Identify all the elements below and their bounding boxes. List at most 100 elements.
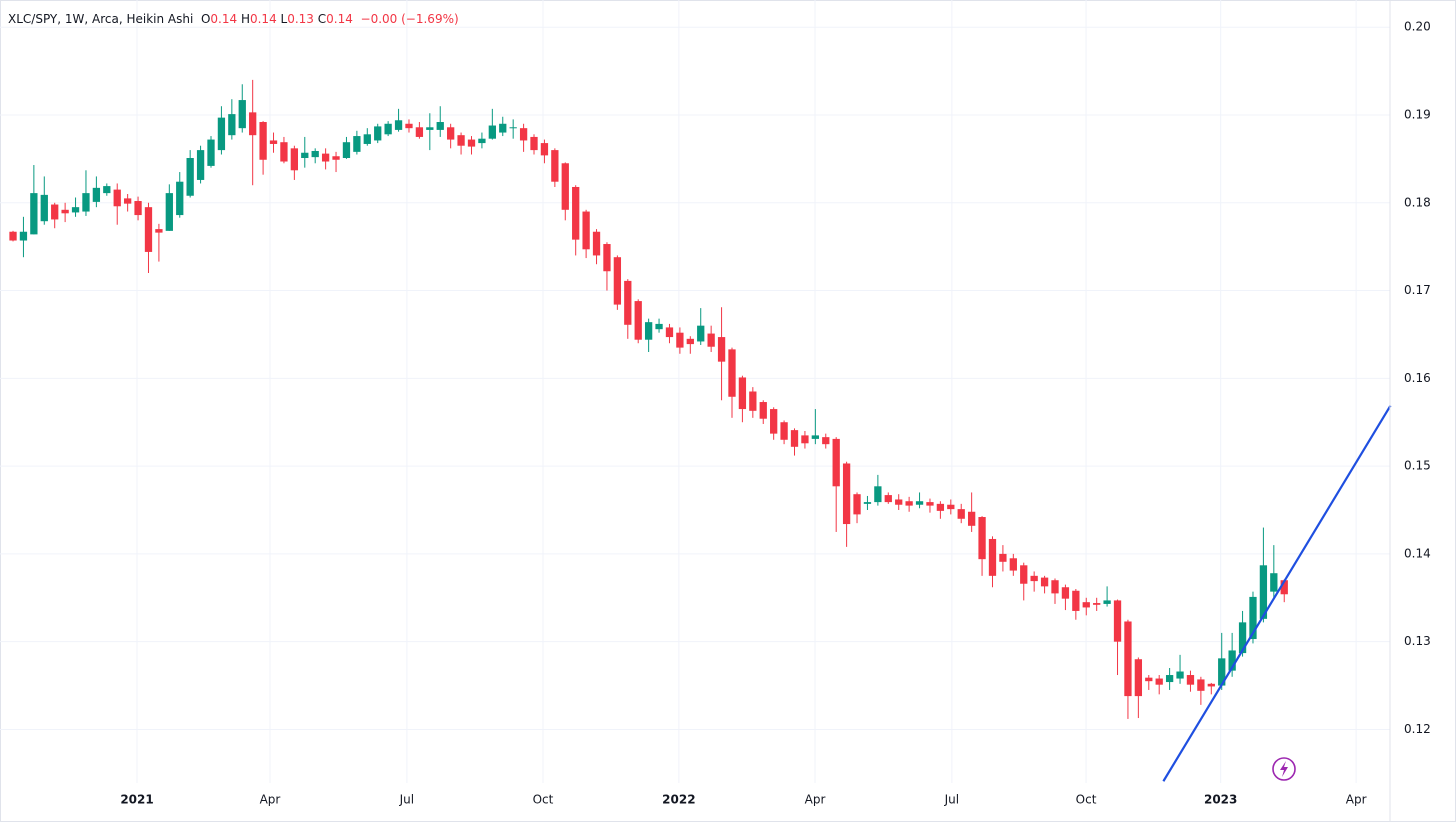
ohlc-label: L [280, 12, 288, 26]
candle-body [509, 127, 517, 129]
ohlc-value: 0.13 [287, 12, 314, 26]
x-tick-label: Apr [805, 793, 826, 807]
symbol: XLC/SPY, 1W, Arca, Heikin Ashi [8, 12, 194, 26]
candle-body [71, 207, 80, 213]
candle-body [738, 377, 747, 410]
candle-body [967, 511, 976, 526]
candle-body [697, 325, 705, 342]
candle-body [895, 499, 903, 505]
candle-body [269, 140, 278, 144]
candle-body [374, 126, 382, 141]
candle-body [280, 142, 288, 162]
x-tick-label: Jul [399, 793, 414, 807]
y-tick-label: 0.14 [1404, 546, 1431, 560]
candle-body [780, 422, 788, 440]
replay-icon[interactable] [1272, 757, 1296, 781]
x-tick-label: Oct [1076, 793, 1097, 807]
candle-body [499, 123, 507, 133]
candle-body [717, 337, 726, 362]
candle-body [811, 435, 819, 439]
icon-bolt[interactable] [1280, 761, 1288, 777]
candle-body [613, 257, 622, 305]
ohlc-value: 0.14 [326, 12, 353, 26]
candle-body [551, 150, 559, 182]
candle-body [540, 143, 549, 156]
candle-body [1218, 658, 1226, 686]
candle-body [186, 158, 194, 196]
candle-body [1259, 565, 1268, 619]
candle-body [415, 127, 424, 137]
candle-body [238, 100, 246, 129]
candle-body [582, 211, 590, 250]
candle-body [61, 209, 69, 214]
x-tick-label: 2022 [662, 793, 695, 807]
x-tick-label: Apr [260, 793, 281, 807]
y-tick-label: 0.16 [1404, 371, 1431, 385]
candle-body [988, 538, 997, 576]
change: −0.00 (−1.69%) [360, 12, 459, 26]
candle-body [874, 486, 882, 503]
candle-body [624, 280, 632, 325]
candle-body [332, 156, 340, 160]
candle-body [1270, 573, 1278, 592]
candle-body [686, 338, 694, 345]
candle-body [40, 194, 48, 222]
candle-body [728, 349, 736, 397]
candle-body [467, 139, 476, 147]
candle-body [405, 123, 413, 129]
candle-body [457, 135, 465, 146]
x-tick-label: Oct [533, 793, 554, 807]
candle-body [665, 327, 674, 338]
candle-body [770, 409, 778, 434]
candle-body [530, 136, 538, 151]
y-tick-label: 0.20 [1404, 20, 1431, 34]
y-tick-label: 0.13 [1404, 634, 1431, 648]
ohlc-label: C [317, 12, 327, 26]
candle-body [1061, 587, 1070, 599]
candle-body [655, 323, 663, 330]
candle-body [321, 153, 330, 162]
candle-body [1155, 678, 1163, 685]
candle-body [1197, 679, 1205, 691]
x-tick-label: 2021 [120, 793, 153, 807]
candle-body [1020, 565, 1028, 584]
candle-body [707, 333, 715, 347]
candle-body [207, 139, 215, 166]
candle-body [9, 231, 17, 241]
candle-body [676, 332, 684, 348]
y-tick-label: 0.19 [1404, 107, 1431, 121]
candle-body [92, 187, 101, 202]
candle-body [759, 402, 767, 419]
candle-body [957, 509, 965, 519]
candle-body [519, 128, 528, 141]
candle-body [978, 517, 986, 560]
x-tick-label: Apr [1346, 793, 1367, 807]
candle-body [1176, 671, 1184, 679]
candle-body [1165, 675, 1174, 683]
candle-body [249, 112, 257, 136]
candle-body [1207, 683, 1215, 687]
candle-body [1072, 590, 1080, 611]
candle-body [123, 198, 132, 204]
candle-body [884, 495, 892, 503]
ohlc-value: 0.14 [210, 12, 238, 26]
candle-body [947, 504, 955, 510]
candle-body [353, 136, 361, 152]
candle-body [196, 150, 205, 180]
candle-body [478, 138, 486, 144]
candle-body [311, 150, 319, 158]
candle-body [165, 193, 173, 231]
candle-body [1040, 577, 1049, 587]
candle-body [1280, 580, 1288, 595]
ohlc-value: 0.14 [249, 12, 277, 26]
candle-body [1113, 600, 1122, 642]
candle-body [436, 122, 444, 130]
candle-body [561, 163, 569, 210]
candle-body [644, 322, 653, 340]
candle-body [176, 181, 184, 216]
candle-body [999, 553, 1007, 562]
candle-body [1186, 675, 1195, 685]
candle-body [1103, 600, 1111, 604]
